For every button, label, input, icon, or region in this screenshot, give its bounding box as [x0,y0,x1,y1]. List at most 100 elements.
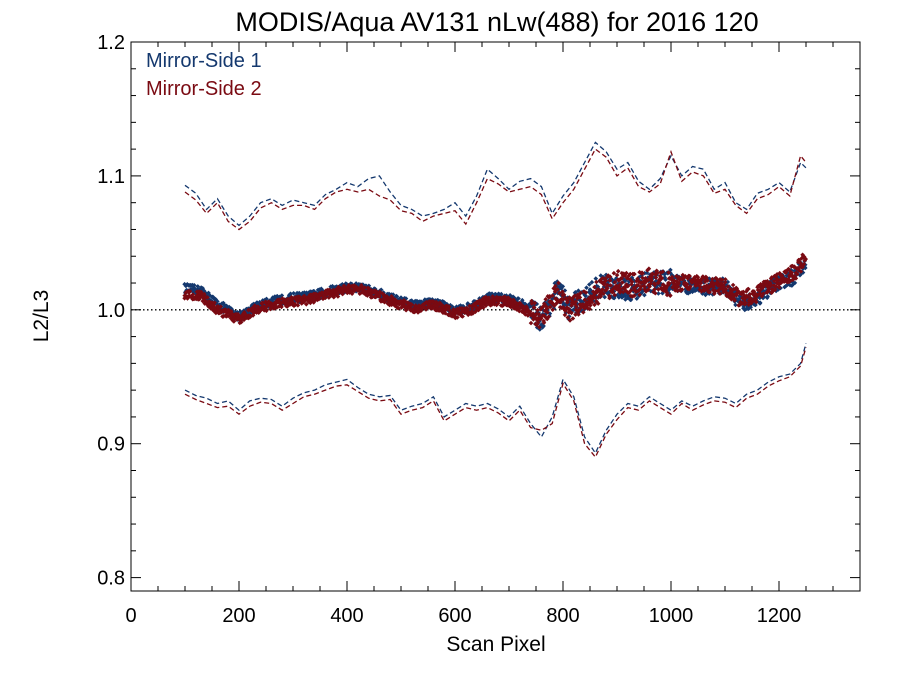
mirror-side-2-point [525,308,531,313]
mirror-side-2-point [645,267,650,273]
mirror-side-1-point [499,291,504,297]
mirror-side-2-point [638,284,644,290]
mirror-side-2-point [730,291,735,297]
mirror-side-2-point [637,286,643,292]
mirror-side-2-upper-line [184,148,807,231]
mirror-side-2-point [617,282,622,288]
mirror-side-2-point [531,317,536,322]
mirror-side-2-point [553,283,558,289]
mirror-side-2-point [774,272,780,277]
mirror-side-1-point [610,284,615,289]
mirror-side-1-point [279,293,285,298]
mirror-side-1-point [792,280,798,286]
mirror-side-2-point [447,308,452,313]
mirror-side-1-point [621,276,626,282]
mirror-side-2-point [727,295,733,300]
mirror-side-2-point [555,287,560,292]
mirror-side-2-point [279,304,284,310]
mirror-side-2-point [534,311,539,317]
mirror-side-2-point [590,296,595,302]
mirror-side-2-point [190,292,196,297]
mirror-side-2-point [597,278,603,283]
mirror-side-2-point [197,294,203,300]
mirror-side-2-point [786,266,791,272]
mirror-side-2-point [801,261,807,267]
legend-entry-mirror-side-2: Mirror-Side 2 [146,78,262,100]
mirror-side-2-point [676,275,682,280]
mirror-side-1-point [798,271,804,276]
mirror-side-2-point [671,278,677,283]
x-tick-label: 800 [546,605,579,627]
mirror-side-2-point [550,307,555,312]
mirror-side-1-point [251,301,257,307]
mirror-side-1-point [630,277,635,282]
mirror-side-1-point [762,290,767,295]
mirror-side-2-point [591,293,596,298]
mirror-side-1-point [741,306,746,311]
mirror-side-2-point [543,304,549,309]
mirror-side-2-point [561,306,567,312]
mirror-side-2-point [656,280,661,286]
mirror-side-1-point [578,298,583,303]
mirror-side-1-point [690,289,695,295]
mirror-side-2-point [581,289,587,294]
mirror-side-2-point [675,282,680,287]
mirror-side-2-point [667,281,672,286]
y-tick-label: 1.0 [97,300,125,322]
mirror-side-2-point [218,304,223,309]
mirror-side-2-point [751,289,757,294]
mirror-side-2-point [222,309,228,314]
mirror-side-2-point [624,270,629,276]
mirror-side-1-point [733,302,738,308]
mirror-side-2-point [741,289,746,295]
mirror-side-2-point [706,285,711,291]
mirror-side-2-point [542,308,548,314]
mirror-side-2-point [595,301,601,306]
mirror-side-1-point [537,318,542,324]
mirror-side-2-point [608,283,613,288]
mirror-side-2-point [775,277,780,283]
mirror-side-1-point [658,281,664,287]
mirror-side-2-point [470,306,475,311]
y-tick-label: 1.1 [97,166,125,188]
mirror-side-1-point [559,286,564,291]
mirror-side-1-point [765,294,770,299]
mirror-side-1-point [606,279,611,284]
mirror-side-2-point [780,275,786,281]
mirror-side-2-point [602,276,608,281]
mirror-side-2-point [578,290,583,296]
mirror-side-2-point [642,284,647,289]
mirror-side-1-point [516,296,521,301]
mirror-side-2-point [509,304,515,309]
mirror-side-1-point [723,282,729,288]
mirror-side-2-point [751,298,757,303]
mirror-side-2-point [572,302,578,307]
mirror-side-2-point [636,288,641,293]
mirror-side-2-point [543,315,549,320]
mirror-side-2-point [765,279,770,284]
mirror-side-2-point [535,320,541,326]
y-tick-label: 0.8 [97,568,125,590]
x-tick-label: 1200 [757,605,802,627]
mirror-side-2-point [575,295,580,301]
mirror-side-2-point [786,277,791,282]
mirror-side-2-point [626,290,632,295]
mirror-side-2-point [710,283,716,288]
mirror-side-2-point [610,287,615,292]
mirror-side-2-point [699,277,704,283]
mirror-side-2-point [563,295,569,301]
mirror-side-2-point [671,280,676,285]
mirror-side-1-point [668,270,673,276]
mirror-side-1-point [625,292,631,298]
y-tick-label: 0.9 [97,434,125,456]
mirror-side-1-point [560,298,565,304]
mirror-side-1-point [703,292,708,298]
mirror-side-2-point [757,288,763,293]
mirror-side-1-point [692,288,698,294]
mirror-side-1-point [636,275,642,280]
mirror-side-2-point [550,293,555,298]
x-tick-label: 200 [222,605,255,627]
mirror-side-2-point [304,302,309,307]
mirror-side-2-point [802,256,808,261]
mirror-side-2-point [481,305,486,310]
